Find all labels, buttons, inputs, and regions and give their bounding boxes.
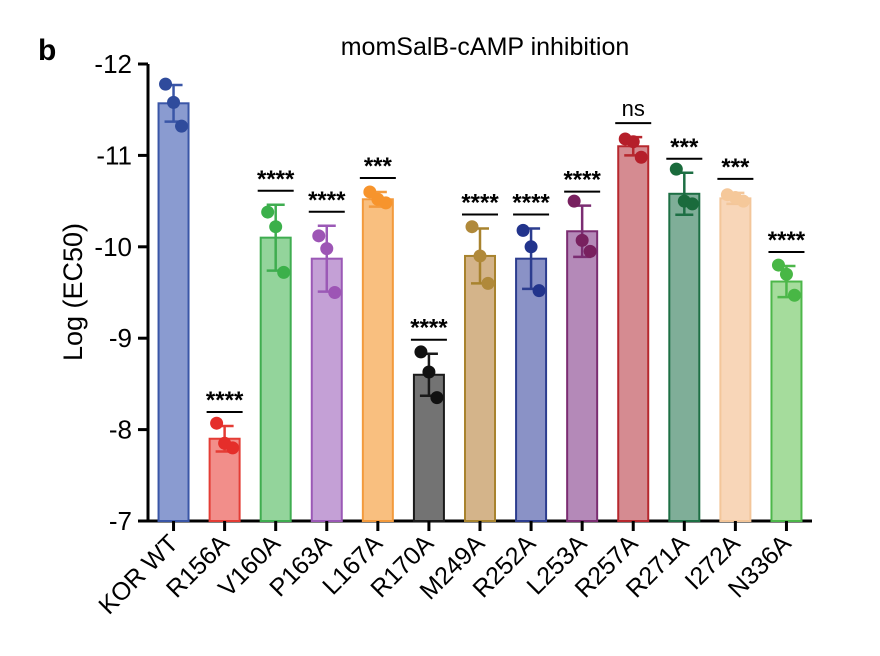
bar-r271a xyxy=(668,192,701,522)
data-point xyxy=(269,220,283,234)
data-point xyxy=(669,162,683,176)
data-point xyxy=(226,441,240,455)
bar-m249a xyxy=(464,254,496,522)
data-point xyxy=(779,267,793,281)
y-tick-label: -7 xyxy=(109,506,132,536)
significance-label: **** xyxy=(308,187,346,214)
data-point xyxy=(583,244,597,258)
significance-label: **** xyxy=(257,166,295,193)
bar-r252a xyxy=(515,257,548,522)
data-point xyxy=(159,77,173,91)
data-point xyxy=(634,150,648,164)
significance-label: *** xyxy=(364,153,393,180)
chart-title: momSalB-cAMP inhibition xyxy=(341,33,630,61)
y-tick-label: -8 xyxy=(109,415,132,445)
y-tick-label: -12 xyxy=(94,49,132,79)
data-point xyxy=(516,223,530,237)
bars-group xyxy=(157,102,803,523)
data-point xyxy=(422,365,436,379)
data-point xyxy=(312,229,326,243)
data-point xyxy=(167,95,181,109)
y-axis-ticks: -12 -11 -10 -9 -8 -7 xyxy=(94,49,148,536)
significance-label: **** xyxy=(206,387,244,414)
data-point xyxy=(465,220,479,234)
data-point xyxy=(379,196,393,210)
data-point xyxy=(210,416,224,430)
data-point xyxy=(626,135,640,149)
data-point xyxy=(277,265,291,279)
data-point xyxy=(524,240,538,254)
significance-label: *** xyxy=(670,134,699,161)
significance-group: *********************** ********ns*******… xyxy=(206,96,806,414)
x-axis-ticks: KOR WTR156AV160AP163AL167AR170AM249AR252… xyxy=(93,521,797,620)
data-point xyxy=(532,284,546,298)
significance-label: **** xyxy=(410,315,448,342)
data-point xyxy=(320,242,334,256)
significance-label: ns xyxy=(622,96,645,121)
data-point xyxy=(567,194,581,208)
y-tick-label: -11 xyxy=(96,140,132,170)
bar-i272a xyxy=(719,197,752,522)
significance-label: **** xyxy=(512,190,550,217)
bar-n336a xyxy=(770,280,803,523)
data-point xyxy=(481,276,495,290)
significance-label: **** xyxy=(461,190,499,217)
data-point xyxy=(328,286,342,299)
significance-label: *** xyxy=(721,154,750,181)
bar-r257a xyxy=(617,145,650,522)
data-point xyxy=(175,119,189,133)
data-point xyxy=(685,197,699,211)
bar-kor-wt xyxy=(157,102,190,522)
panel-label: b xyxy=(38,34,56,67)
significance-label: **** xyxy=(563,167,601,194)
data-point xyxy=(736,194,750,208)
data-point xyxy=(261,205,275,219)
y-tick-label: -9 xyxy=(109,323,132,353)
points-group xyxy=(159,77,801,455)
y-axis-label: Log (EC50) xyxy=(58,223,88,361)
data-point xyxy=(575,233,589,247)
bar-v160a xyxy=(259,236,292,522)
data-point xyxy=(771,258,785,272)
data-point xyxy=(787,288,801,302)
significance-label: **** xyxy=(768,227,806,254)
data-point xyxy=(414,345,428,359)
data-point xyxy=(473,249,487,263)
bar-l167a xyxy=(361,198,394,522)
bar-l253a xyxy=(566,230,599,522)
y-tick-label: -10 xyxy=(94,232,132,262)
data-point xyxy=(430,391,444,405)
